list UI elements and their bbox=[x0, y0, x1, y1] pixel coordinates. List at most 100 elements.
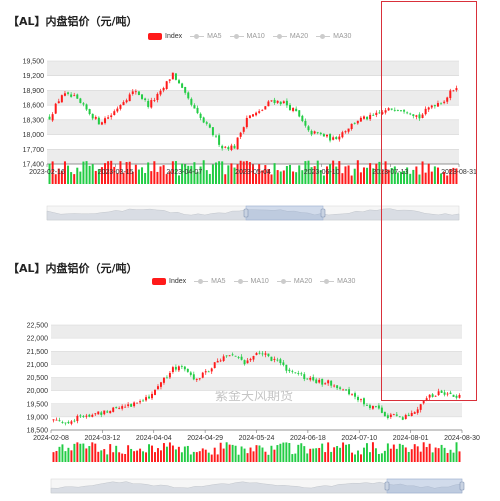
legend-item-ma10[interactable]: MA10 bbox=[233, 278, 269, 285]
x-tick-label: 2024-08-01 bbox=[393, 435, 429, 442]
volume-bar bbox=[82, 161, 85, 184]
candle-body bbox=[306, 378, 309, 380]
volume-bar bbox=[409, 173, 412, 184]
legend-item-ma20[interactable]: MA20 bbox=[272, 33, 308, 40]
volume-bar bbox=[243, 448, 246, 462]
candle-body bbox=[433, 105, 436, 107]
candle-body bbox=[128, 94, 131, 102]
volume-bar bbox=[183, 446, 186, 462]
volume-bar bbox=[127, 445, 130, 462]
watermark: 紫金天风期货 bbox=[215, 389, 294, 404]
navigator-handle[interactable] bbox=[384, 481, 390, 491]
candle-body bbox=[168, 372, 171, 378]
volume-bar bbox=[410, 449, 413, 462]
volume-bar bbox=[180, 452, 183, 462]
volume-bar bbox=[210, 454, 213, 462]
candle-body bbox=[237, 357, 240, 358]
candle-body bbox=[303, 374, 306, 380]
candle-body bbox=[79, 415, 82, 417]
candle-body bbox=[288, 104, 291, 110]
navigator-handle[interactable] bbox=[320, 208, 326, 218]
volume-bar bbox=[97, 169, 100, 184]
navigator-handle[interactable] bbox=[459, 481, 465, 491]
candle-body bbox=[70, 421, 73, 424]
candle-body bbox=[384, 110, 387, 113]
candle-body bbox=[258, 352, 261, 354]
candle-body bbox=[119, 105, 122, 109]
volume-bar bbox=[174, 449, 177, 462]
candle-body bbox=[345, 389, 348, 391]
legend-item-ma10[interactable]: MA10 bbox=[229, 33, 265, 40]
candle-body bbox=[264, 106, 267, 110]
legend-item-ma30[interactable]: MA30 bbox=[316, 33, 351, 40]
candle-body bbox=[100, 122, 103, 125]
legend-swatch bbox=[148, 33, 162, 40]
candle-body bbox=[446, 393, 449, 395]
volume-bar bbox=[389, 448, 392, 462]
volume-bar bbox=[398, 443, 401, 462]
legend-label: Index bbox=[169, 278, 187, 285]
volume-bar bbox=[303, 446, 306, 462]
volume-bar bbox=[79, 171, 82, 184]
legend-item-ma5[interactable]: MA5 bbox=[190, 33, 222, 40]
candle-body bbox=[54, 103, 57, 114]
x-tick-label: 2024-04-04 bbox=[136, 435, 172, 442]
candle-body bbox=[383, 411, 386, 417]
volume-bar bbox=[258, 164, 261, 184]
candle-body bbox=[52, 419, 55, 421]
volume-bar bbox=[292, 171, 295, 184]
volume-bar bbox=[273, 449, 276, 462]
y-tick-label: 19,500 bbox=[23, 59, 45, 66]
volume-bar bbox=[112, 452, 115, 462]
candle-body bbox=[410, 412, 413, 416]
volume-bars bbox=[52, 442, 461, 462]
volume-bar bbox=[91, 442, 94, 462]
candle-body bbox=[285, 364, 288, 371]
volume-bar bbox=[422, 442, 425, 462]
candle-body bbox=[440, 103, 443, 105]
legend-item-index[interactable]: Index bbox=[152, 278, 186, 285]
volume-bar bbox=[413, 444, 416, 462]
legend-item-ma5[interactable]: MA5 bbox=[194, 278, 226, 285]
candle-body bbox=[106, 411, 109, 413]
candle-body bbox=[347, 128, 350, 132]
volume-bar bbox=[190, 165, 193, 184]
volume-bar bbox=[279, 171, 282, 184]
candle-body bbox=[91, 414, 94, 417]
volume-bar bbox=[329, 164, 332, 184]
volume-bar bbox=[327, 442, 330, 462]
legend-swatch bbox=[276, 278, 291, 285]
volume-bar bbox=[79, 443, 82, 462]
candle-body bbox=[437, 391, 440, 396]
volume-bar bbox=[282, 442, 285, 462]
legend-item-ma30[interactable]: MA30 bbox=[320, 278, 355, 285]
volume-bar bbox=[338, 161, 341, 184]
volume-bar bbox=[357, 450, 359, 462]
volume-bar bbox=[322, 175, 325, 184]
highlight-box bbox=[381, 1, 477, 401]
candle-body bbox=[399, 110, 402, 112]
legend-item-ma20[interactable]: MA20 bbox=[276, 278, 313, 285]
candle-body bbox=[285, 100, 288, 106]
legend-label: MA20 bbox=[293, 278, 313, 285]
legend-label: MA10 bbox=[250, 278, 269, 285]
volume-bar bbox=[115, 445, 118, 462]
volume-bar bbox=[455, 442, 458, 462]
candle-body bbox=[452, 394, 455, 397]
volume-bar bbox=[154, 452, 156, 462]
candle-body bbox=[118, 407, 121, 409]
candle-body bbox=[321, 378, 324, 385]
candle-body bbox=[369, 114, 372, 120]
candle-body bbox=[82, 416, 85, 418]
volume-bar bbox=[204, 449, 207, 462]
volume-bar bbox=[424, 172, 427, 184]
candle-body bbox=[325, 134, 328, 137]
candle-body bbox=[418, 114, 421, 119]
legend-item-index[interactable]: Index bbox=[148, 33, 182, 40]
grid-band bbox=[47, 61, 459, 76]
volume-bar bbox=[387, 169, 390, 184]
grid-band bbox=[47, 119, 459, 135]
candle-body bbox=[443, 101, 446, 103]
navigator-handle[interactable] bbox=[243, 208, 249, 218]
candle-body bbox=[97, 411, 100, 415]
